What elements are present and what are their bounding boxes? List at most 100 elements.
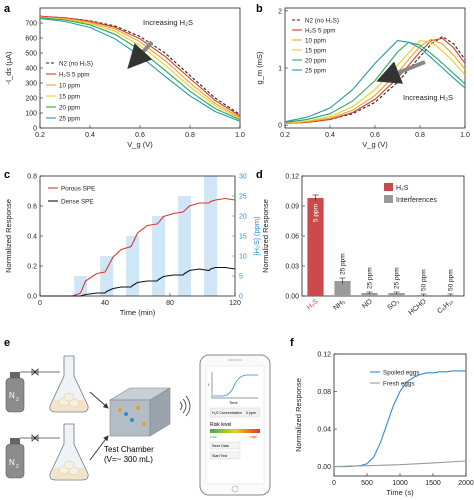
y-tick-label: 0.00 bbox=[317, 464, 331, 471]
plot-frame bbox=[301, 175, 465, 297]
trend-arrow bbox=[127, 40, 154, 69]
valve-icon-2 bbox=[31, 434, 39, 442]
annotation: Increasing H₂S bbox=[403, 93, 453, 102]
phone-high: High bbox=[250, 435, 257, 439]
phone-start-button[interactable] bbox=[209, 451, 241, 460]
bar-label-4: 50 ppm bbox=[421, 269, 428, 291]
h2s-bar-3 bbox=[152, 216, 166, 296]
legend-swatch bbox=[384, 195, 393, 203]
category-label-5: C₆H₁₀ bbox=[436, 298, 455, 315]
series-line-1 bbox=[39, 15, 241, 117]
series-line-0 bbox=[40, 197, 236, 297]
phone-conc-value: 0 ppm bbox=[246, 411, 256, 415]
wireless-icon bbox=[179, 395, 191, 417]
x-tick-label: 0.2 bbox=[280, 132, 290, 139]
y-tick-label: 0.12 bbox=[317, 352, 331, 359]
n2-cylinder-1: N 2 bbox=[5, 372, 25, 413]
category-label-4: HCHO bbox=[407, 298, 428, 317]
x-axis-label: Time (s) bbox=[386, 488, 414, 497]
chart-a: 0.2 0.4 0.6 0.8 1.0 0 100 200 300 400 500 600 700 V_g… bbox=[4, 7, 245, 149]
bar-1 bbox=[334, 281, 351, 296]
legend-entry: 25 ppm bbox=[59, 116, 80, 123]
x-tick-label: 1.0 bbox=[235, 132, 245, 139]
x-axis-label: V_g (V) bbox=[362, 140, 388, 149]
y2-tick-label: 0 bbox=[239, 294, 243, 301]
h2s-bar-0 bbox=[74, 276, 88, 296]
chart-c: 0 40 80 120 0.0 0.2 0.4 0.6 0.8 Time (min) Normali… bbox=[4, 174, 261, 318]
y-tick-label: 400 bbox=[25, 66, 37, 73]
x-axis-label: V_g (V) bbox=[127, 140, 153, 149]
flask-icon-1 bbox=[49, 355, 89, 413]
y2-tick-label: 20 bbox=[239, 214, 247, 221]
legend-entry: Interferences bbox=[396, 197, 437, 204]
y2-tick-label: 15 bbox=[239, 234, 247, 241]
panel-label-c: c bbox=[4, 169, 10, 181]
legend-entry: Fresh eggs bbox=[383, 381, 415, 388]
panel-label-e: e bbox=[4, 337, 10, 349]
y-tick-label: 2 bbox=[278, 8, 282, 15]
y-axis-label: Normalized Response bbox=[4, 199, 13, 273]
y-tick-label: 100 bbox=[25, 111, 37, 118]
x-axis-label: Time (min) bbox=[120, 308, 156, 317]
phone-ylabel: I bbox=[208, 382, 209, 387]
n2-sub-2: 2 bbox=[16, 464, 19, 470]
legend-entry: N2 (no H₂S) bbox=[305, 18, 339, 25]
x-tick-label: 0 bbox=[332, 480, 336, 487]
y-tick-label: 0.6 bbox=[27, 204, 37, 211]
phone-mockup: Time I H₂S Concentration 0 ppm Risk leve… bbox=[199, 354, 271, 496]
n2-label-2: N bbox=[9, 458, 15, 467]
phone-xlabel: Time bbox=[229, 400, 239, 405]
y-tick-label: 0.0 bbox=[27, 294, 37, 301]
panel-label-b: b bbox=[256, 3, 263, 15]
panel-label-a: a bbox=[4, 3, 11, 15]
x-tick-label: 40 bbox=[101, 300, 109, 307]
y-tick-label: 0.04 bbox=[317, 427, 331, 434]
x-tick-label: 80 bbox=[166, 300, 174, 307]
phone-save-button[interactable] bbox=[209, 441, 241, 450]
series-line-0 bbox=[334, 370, 466, 468]
legend-swatch bbox=[384, 183, 393, 191]
y-tick-label: 700 bbox=[25, 21, 37, 28]
legend-entry: 10 ppm bbox=[59, 83, 80, 90]
x-tick-label: 1500 bbox=[425, 480, 441, 487]
legend-entry: 15 ppm bbox=[305, 48, 326, 55]
series-line-1 bbox=[333, 460, 467, 468]
category-label-3: SO₂ bbox=[386, 298, 401, 312]
bar-label-1: 25 ppm bbox=[340, 253, 347, 275]
legend-entry: 25 ppm bbox=[305, 68, 326, 75]
x-tick-label: 500 bbox=[361, 480, 373, 487]
legend-entry: 20 ppm bbox=[305, 58, 326, 65]
bar-label-5: 50 ppm bbox=[448, 269, 455, 291]
series-line-5 bbox=[284, 40, 466, 123]
panel-label-f: f bbox=[290, 337, 294, 349]
y-tick-label: 0.08 bbox=[317, 389, 331, 396]
n2-cylinder-2: N 2 bbox=[5, 438, 25, 479]
x-tick-label: 0.6 bbox=[370, 132, 380, 139]
legend-entry: H₂S bbox=[396, 185, 409, 192]
test-chamber bbox=[108, 387, 172, 437]
category-label-2: NO bbox=[361, 298, 374, 310]
valve-icon-1 bbox=[31, 368, 39, 376]
y2-tick-label: 25 bbox=[239, 194, 247, 201]
y-axis-label: -I_ds (μA) bbox=[4, 51, 13, 85]
y-tick-label: 0.09 bbox=[285, 204, 299, 211]
legend-entry: 10 ppm bbox=[305, 38, 326, 45]
chamber-label: Test Chamber bbox=[104, 445, 154, 454]
n2-label-1: N bbox=[9, 391, 15, 400]
series-line-1 bbox=[40, 266, 236, 297]
legend-entry: Dense SPE bbox=[61, 199, 94, 206]
flask-icon-2 bbox=[49, 423, 89, 481]
y-tick-label: 0 bbox=[33, 126, 37, 133]
legend-entry: N2 (no H₂S) bbox=[59, 61, 93, 68]
y-tick-label: 1 bbox=[278, 66, 282, 73]
chart-b: 0.2 0.4 0.6 0.8 1.0 0 1 2 V_g (V) g_m (mS) N2 (no … bbox=[255, 7, 470, 149]
series-line-3 bbox=[39, 16, 241, 120]
y-axis-label: g_m (mS) bbox=[255, 51, 264, 84]
phone-save-label: Save Data bbox=[212, 444, 229, 448]
legend-entry: 20 ppm bbox=[59, 105, 80, 112]
bar-0 bbox=[307, 198, 324, 296]
x-tick-label: 2000 bbox=[458, 480, 474, 487]
bar-3 bbox=[388, 293, 405, 296]
bar-label-3: 25 ppm bbox=[394, 267, 401, 289]
